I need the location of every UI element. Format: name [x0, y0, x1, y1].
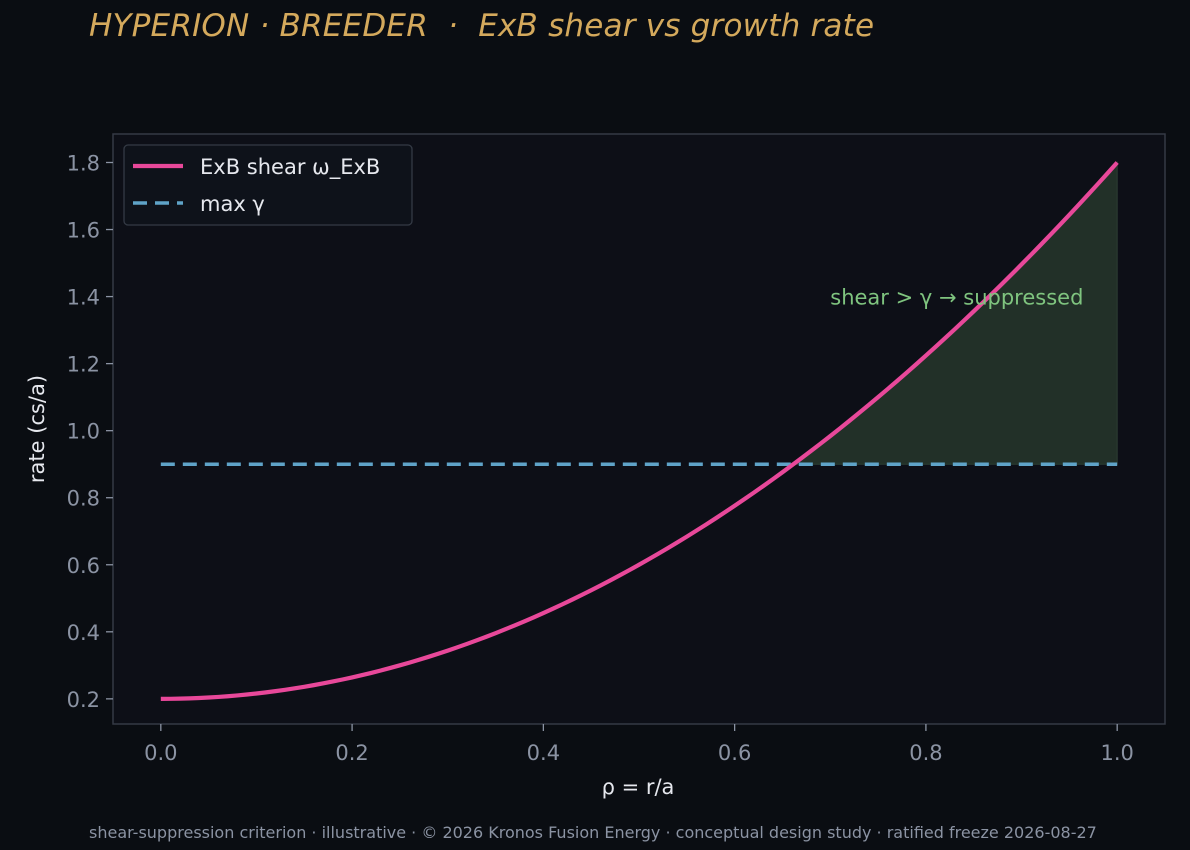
y-tick-label: 1.6 — [67, 219, 100, 243]
y-tick-label: 0.2 — [67, 688, 100, 712]
y-tick-label: 1.2 — [67, 353, 100, 377]
legend-box — [123, 144, 413, 226]
y-tick-label: 0.4 — [67, 621, 100, 645]
x-axis-label: ρ = r/a — [602, 775, 675, 799]
legend-label-exb-shear: ExB shear ω_ExB — [200, 155, 380, 180]
y-tick-label: 1.0 — [67, 420, 100, 444]
x-tick-label: 0.0 — [144, 741, 177, 765]
y-tick-label: 0.8 — [67, 487, 100, 511]
y-tick-label: 1.8 — [67, 151, 100, 175]
y-tick-label: 0.6 — [67, 554, 100, 578]
x-tick-label: 0.2 — [335, 741, 368, 765]
legend-label-max-gamma: max γ — [200, 192, 265, 216]
x-tick-label: 1.0 — [1100, 741, 1133, 765]
x-tick-label: 0.6 — [718, 741, 751, 765]
x-tick-label: 0.4 — [527, 741, 560, 765]
footer-note: shear-suppression criterion · illustrati… — [89, 823, 1097, 842]
y-axis-label: rate (cs/a) — [25, 375, 49, 483]
page-title: HYPERION · BREEDER · ExB shear vs growth… — [89, 8, 875, 44]
y-tick-label: 1.4 — [67, 286, 100, 310]
x-tick-label: 0.8 — [909, 741, 942, 765]
series-exb-shear-line — [160, 161, 1119, 701]
annotation-suppressed: shear > γ → suppressed — [830, 286, 1083, 310]
